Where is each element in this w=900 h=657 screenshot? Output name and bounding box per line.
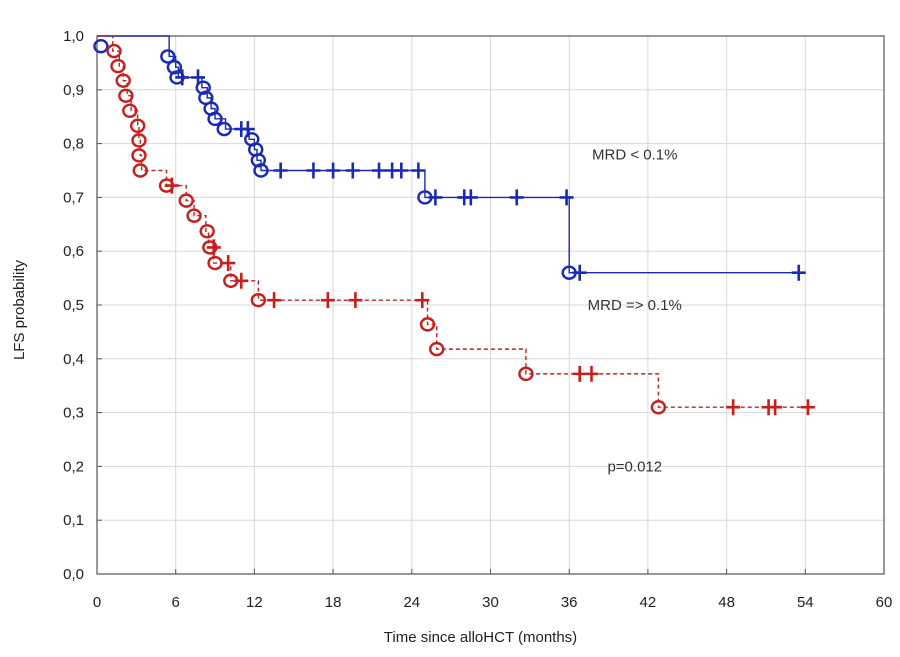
event-marker [93,39,109,54]
series-mrd-low [93,35,806,281]
x-axis-ticks: 0 6 12 18 24 30 36 42 48 54 60 [93,569,893,611]
x-tick-label: 42 [640,594,657,611]
survival-curve [97,35,799,274]
x-tick-label: 36 [561,594,578,611]
censor-mark [800,399,815,416]
event-marker [122,103,138,118]
x-tick-label: 54 [797,594,814,611]
x-tick-label: 18 [325,594,342,611]
survival-curve [97,35,808,408]
event-marker [118,88,134,103]
censor-mark [463,189,478,206]
event-marker [106,43,122,59]
event-marker [223,273,239,288]
censor-mark [164,177,179,194]
x-axis-title: Time since alloHCT (months) [384,629,577,646]
event-marker [216,121,232,137]
event-marker [561,265,577,280]
event-marker [131,133,147,148]
x-tick-label: 12 [246,594,263,611]
censor-mark [326,162,341,179]
y-tick-label: 0,5 [63,297,84,314]
x-tick-label: 60 [876,594,893,611]
censor-mark [584,365,599,382]
censor-mark [791,264,806,281]
event-marker [419,317,436,332]
y-tick-label: 0,1 [63,512,84,529]
censor-mark [175,69,190,86]
event-marker [207,255,223,271]
y-tick-label: 0,9 [63,82,84,99]
censor-mark [411,162,426,179]
grid [97,36,884,574]
censor-mark [348,292,363,309]
x-tick-label: 48 [718,594,735,611]
annotation-p-value: p=0.012 [607,458,662,475]
censor-mark [267,292,282,309]
x-tick-label: 6 [172,594,180,611]
censor-mark [320,292,335,309]
x-tick-label: 30 [482,594,499,611]
censor-mark [726,399,741,416]
y-tick-label: 0,2 [63,458,84,475]
event-marker [158,178,175,193]
censor-mark [394,162,409,179]
censor-mark [509,189,524,206]
event-marker [132,163,148,178]
event-marker [129,118,146,134]
y-tick-label: 0,6 [63,243,84,260]
y-tick-label: 0,4 [63,351,84,368]
event-marker [186,208,202,223]
annotation-mrd-high: MRD => 0.1% [588,297,682,314]
event-marker [417,190,433,205]
y-tick-label: 1,0 [63,28,84,45]
series-layer [93,35,815,416]
censor-mark [572,365,587,382]
x-tick-label: 24 [403,594,420,611]
event-marker [110,58,126,74]
censor-mark [415,292,430,309]
y-tick-label: 0,7 [63,189,84,206]
censor-mark [221,255,236,272]
censor-mark [372,162,387,179]
censor-mark [559,189,574,206]
event-marker [207,111,223,127]
series-mrd-high [97,35,815,416]
event-marker [253,163,269,178]
event-marker [178,193,194,208]
event-marker [199,224,215,239]
event-marker [518,366,534,382]
censor-mark [345,162,360,179]
event-marker [202,240,218,255]
event-marker [160,49,176,64]
y-tick-label: 0,8 [63,136,84,153]
censor-mark [768,399,783,416]
y-tick-label: 0,3 [63,405,84,422]
event-marker [650,400,667,415]
censor-mark [306,162,321,179]
annotation-mrd-low: MRD < 0.1% [592,146,677,163]
event-marker [169,70,185,85]
y-axis-ticks: 0,0 0,1 0,2 0,3 0,4 0,5 0,6 0,7 0,8 0,9 1,0 [63,28,102,583]
event-marker [115,73,131,88]
y-axis-title: LFS probability [11,259,28,360]
y-tick-label: 0,0 [63,566,84,583]
censor-mark [273,162,288,179]
event-marker [250,292,267,308]
event-marker [131,148,147,163]
x-tick-label: 0 [93,594,101,611]
event-marker [429,341,445,357]
